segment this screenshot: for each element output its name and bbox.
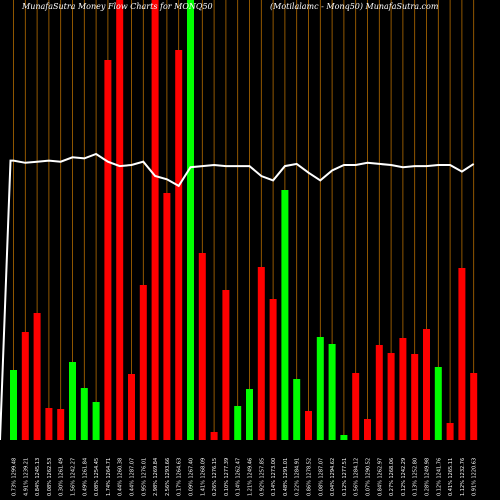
x-tick-label: 4.91% 1239.21 xyxy=(23,458,29,496)
site-credit: (Motilalamc - Monq50) MunafaSutra.com xyxy=(270,2,439,11)
x-tick-label: 1.41% 1268.09 xyxy=(200,458,206,496)
bar-down xyxy=(139,285,147,440)
bar-down xyxy=(364,419,371,440)
x-tick-label: 2.98% 1269.84 xyxy=(153,458,159,496)
bar-down xyxy=(269,299,277,440)
bar-down xyxy=(411,354,419,440)
x-tick-label: 0.04% 1294.62 xyxy=(330,458,336,496)
x-tick-label: 0.14% 1262.47 xyxy=(236,458,242,496)
bar-down xyxy=(399,338,407,440)
x-tick-label: 0.30% 1261.49 xyxy=(59,458,65,496)
x-tick-label: 0.91% 1220.63 xyxy=(472,458,478,496)
bar-down xyxy=(305,411,312,440)
bar-up xyxy=(246,389,253,440)
bar-down xyxy=(33,313,41,440)
bar-up xyxy=(340,435,348,440)
bar-up xyxy=(10,370,17,440)
x-tick-label: 0.44% 1287.07 xyxy=(130,458,136,496)
bar-up xyxy=(234,406,242,440)
bar-up xyxy=(187,0,194,440)
x-tick-label: 0.49% 1261.84 xyxy=(82,458,88,496)
x-tick-label: 0.41% 1265.11 xyxy=(448,458,454,496)
bar-down xyxy=(21,332,29,440)
bar-up xyxy=(92,402,100,440)
bar-down xyxy=(446,423,454,440)
bar-down xyxy=(423,329,430,440)
x-tick-label: 0.07% 1290.52 xyxy=(366,458,372,496)
bar-down xyxy=(352,373,360,440)
x-tick-label: 0.84% 1245.13 xyxy=(35,458,41,496)
x-tick-label: 0.08% 1254.45 xyxy=(94,458,100,496)
bar-up xyxy=(80,388,88,440)
chart-title: MunafaSutra Money Flow Charts for MONQ50 xyxy=(22,2,213,11)
bar-down xyxy=(458,268,466,440)
x-tick-label: 0.26% 1276.15 xyxy=(212,458,218,496)
x-tick-label: 0.12% 1241.76 xyxy=(436,458,442,496)
x-tick-label: 0.44% 1260.38 xyxy=(118,458,124,496)
x-tick-label: 0.95% 1276.01 xyxy=(141,458,147,496)
price-line-layer xyxy=(0,152,475,441)
x-tick-label: 0.56% 1284.12 xyxy=(354,458,360,496)
x-tick-label: 0.10% 1277.39 xyxy=(224,458,230,496)
x-tick-label: 2.56% 1293.66 xyxy=(165,458,171,496)
x-tick-label: 0.92% 1257.85 xyxy=(259,458,265,496)
bar-down xyxy=(175,50,183,440)
x-tick-label: 0.27% 1268.06 xyxy=(389,458,395,496)
bar-down xyxy=(45,408,53,440)
x-tick-label: 0.22% 1284.91 xyxy=(295,458,301,496)
x-tick-label: 0.12% 1277.51 xyxy=(342,458,348,496)
x-tick-label: 1.74% 1264.71 xyxy=(106,458,112,496)
bar-down xyxy=(128,374,135,440)
bar-down xyxy=(57,409,65,440)
x-tick-label: 0.28% 1249.98 xyxy=(425,458,431,496)
x-tick-labels: 0.73% 1299.48 4.91% 1239.21 0.84% 1245.13 0… xyxy=(12,458,478,496)
x-tick-label: 0.09% 1267.40 xyxy=(189,458,195,496)
x-tick-label: 1.12% 1232.76 xyxy=(460,458,466,496)
bar-up xyxy=(328,344,336,440)
bar-down xyxy=(210,432,218,440)
bar-down xyxy=(163,193,171,440)
bar-down xyxy=(104,60,112,440)
bar-up xyxy=(434,367,442,440)
x-tick-label: 0.08% 1287.07 xyxy=(318,458,324,496)
x-tick-label: 0.86% 1278.52 xyxy=(307,458,313,496)
x-tick-label: 0.84% 1262.97 xyxy=(377,458,383,496)
bar-down xyxy=(387,353,395,440)
bar-up xyxy=(69,362,76,440)
bar-down xyxy=(375,345,383,440)
price-line xyxy=(0,152,475,441)
bar-up xyxy=(293,379,301,440)
x-tick-label: 1.56% 1242.27 xyxy=(71,458,77,496)
bar-down xyxy=(470,373,478,440)
x-tick-label: 0.13% 1252.80 xyxy=(413,458,419,496)
bar-down xyxy=(222,290,230,440)
bar-down xyxy=(257,267,265,440)
x-tick-label: 0.14% 1273.00 xyxy=(271,458,277,496)
bar-down xyxy=(116,0,124,440)
x-tick-label: 0.17% 1264.63 xyxy=(177,458,183,496)
x-tick-label: 0.48% 1291.01 xyxy=(283,458,289,496)
x-tick-label: 0.08% 1262.53 xyxy=(47,458,53,496)
bar-down xyxy=(198,253,206,440)
x-tick-label: 0.73% 1299.48 xyxy=(12,458,18,496)
bar-up xyxy=(281,190,289,440)
bar-up xyxy=(316,337,324,440)
bar-down xyxy=(151,0,159,440)
x-tick-label: 0.12% 1242.29 xyxy=(401,458,407,496)
bars xyxy=(10,0,478,440)
x-tick-label: 1.21% 1249.46 xyxy=(248,458,254,496)
